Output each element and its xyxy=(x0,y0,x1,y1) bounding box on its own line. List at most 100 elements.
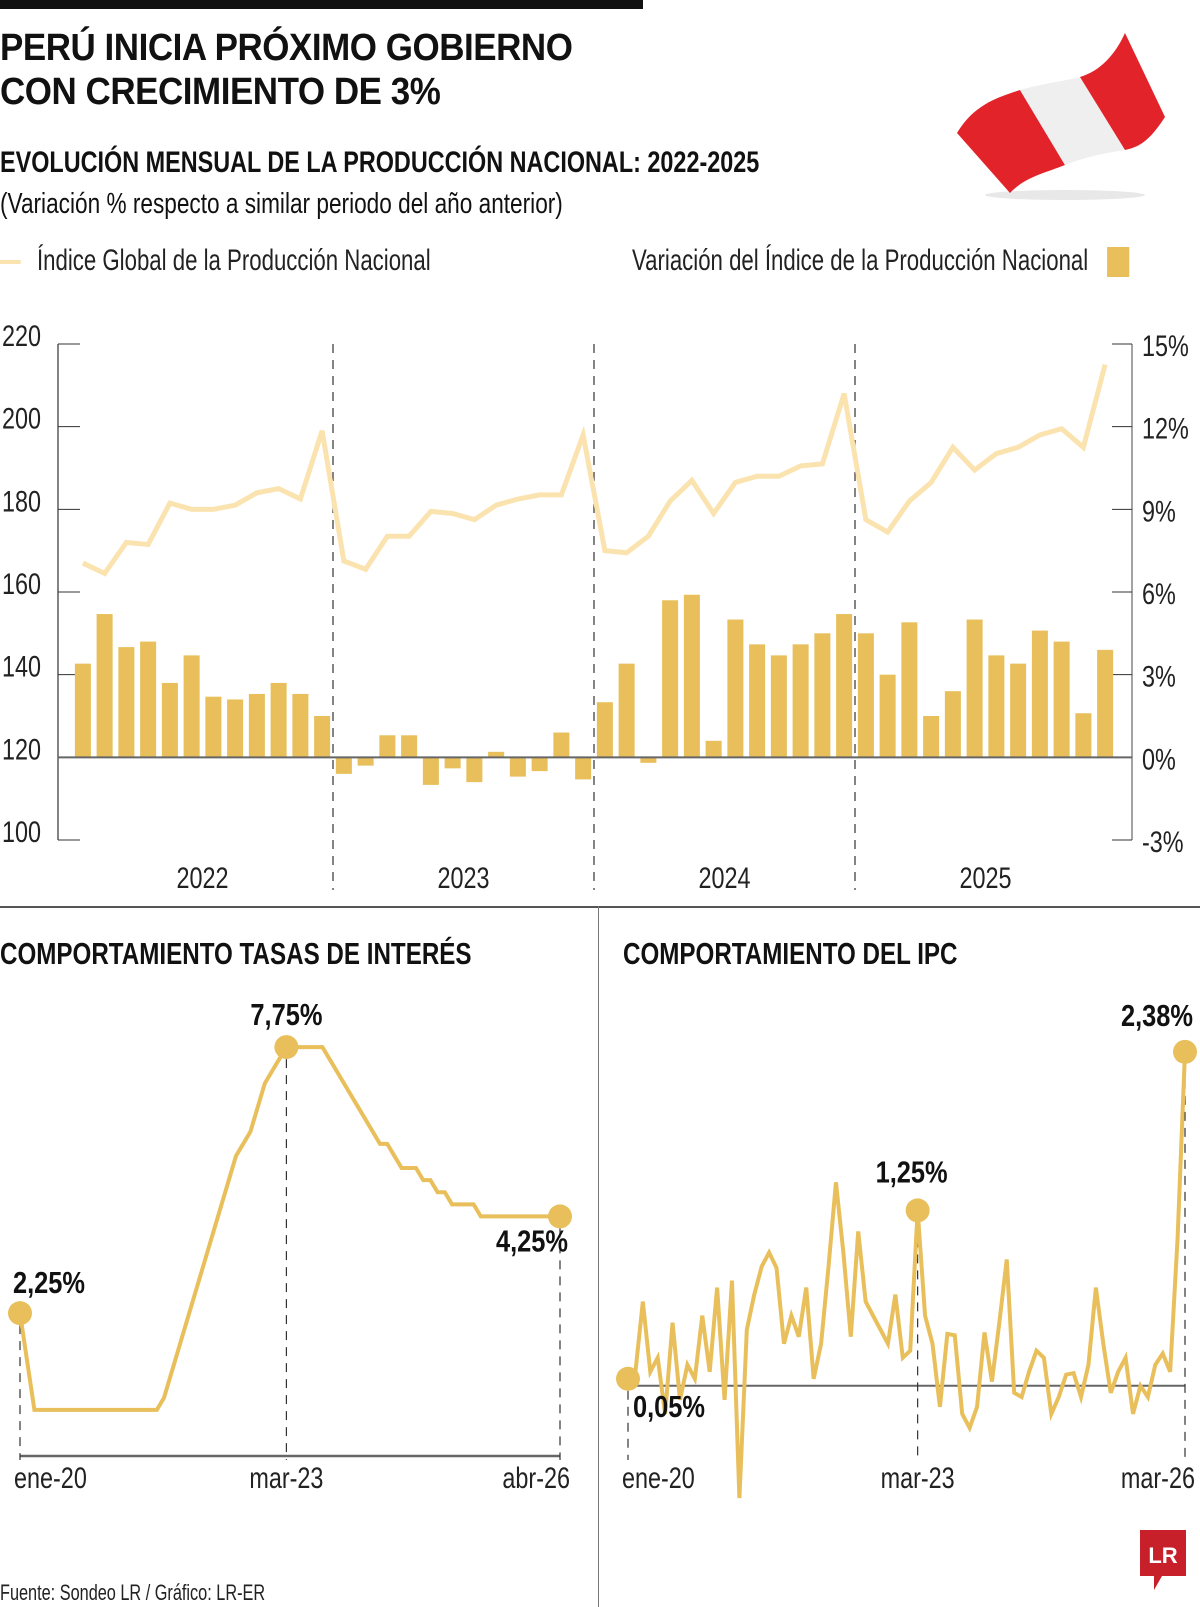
x-tick-label: mar-23 xyxy=(881,1461,955,1494)
legend-line-label: Índice Global de la Producción Nacional xyxy=(37,244,431,277)
bar-variacion xyxy=(1097,649,1114,758)
bar-variacion xyxy=(509,757,526,777)
x-tick-label: abr-26 xyxy=(502,1461,570,1494)
annotation-dot xyxy=(616,1366,640,1391)
page-title: PERÚ INICIA PRÓXIMO GOBIERNO CON CRECIMI… xyxy=(0,26,573,114)
annotation-label: 1,25% xyxy=(876,1155,948,1190)
bar-variacion xyxy=(857,633,874,758)
bar-variacion xyxy=(183,655,200,758)
right-axis-tick-label: 6% xyxy=(1142,577,1176,610)
bar-variacion xyxy=(727,619,744,758)
bar-variacion xyxy=(944,691,961,758)
bar-variacion xyxy=(140,641,157,758)
rates-chart: ene-20 mar-23 abr-26 2,25% 7,75% 4,25% xyxy=(8,998,572,1495)
left-axis-tick-label: 120 xyxy=(2,733,41,766)
ipc-title: COMPORTAMIENTO DEL IPC xyxy=(623,936,958,971)
chart-subtitle: (Variación % respecto a similar periodo … xyxy=(0,188,563,220)
year-label: 2024 xyxy=(698,861,750,890)
bar-variacion xyxy=(901,622,918,758)
right-axis-tick-label: -3% xyxy=(1142,825,1184,858)
bar-variacion xyxy=(161,682,178,758)
right-axis-tick-label: 15% xyxy=(1142,329,1189,362)
legend-bar: Variación del Índice de la Producción Na… xyxy=(632,244,1130,278)
bar-variacion xyxy=(96,614,113,758)
bar-variacion xyxy=(618,663,635,758)
bar-variacion xyxy=(966,619,983,758)
flag-stripe-left xyxy=(957,90,1065,193)
bar-variacion xyxy=(248,693,265,758)
bar-variacion xyxy=(792,644,809,758)
flag-shadow xyxy=(985,190,1145,200)
bar-variacion xyxy=(270,682,287,758)
logo-text: LR xyxy=(1148,1543,1177,1568)
bar-variacion xyxy=(553,732,570,758)
bar-variacion xyxy=(227,699,244,758)
bar-variacion xyxy=(1010,663,1027,758)
annotation-label: 7,75% xyxy=(250,998,322,1033)
year-label: 2023 xyxy=(437,861,489,890)
bar-variacion xyxy=(488,751,505,758)
bar-variacion xyxy=(749,644,766,758)
left-axis-tick-label: 100 xyxy=(2,815,41,848)
bar-variacion xyxy=(770,655,787,758)
annotation-dot xyxy=(274,1035,299,1060)
bar-variacion xyxy=(531,757,548,772)
bar-variacion xyxy=(466,757,483,783)
flag-stripe-right xyxy=(1080,33,1165,150)
bar-variacion xyxy=(118,647,135,758)
bar-variacion xyxy=(335,757,352,774)
column-divider xyxy=(598,906,599,1607)
bar-variacion xyxy=(923,716,940,758)
annotation-dot xyxy=(548,1204,572,1229)
bar-variacion xyxy=(357,757,374,766)
annotation-dot xyxy=(1173,1039,1197,1064)
bar-variacion xyxy=(814,633,831,758)
flag-stripe-middle xyxy=(1020,77,1125,165)
year-label: 2025 xyxy=(959,861,1011,890)
right-axis-tick-label: 12% xyxy=(1142,412,1189,445)
title-line-1: PERÚ INICIA PRÓXIMO GOBIERNO xyxy=(0,27,573,69)
left-axis-tick-label: 200 xyxy=(2,402,41,435)
annotation-label: 2,25% xyxy=(13,1266,85,1301)
left-axis-tick-label: 220 xyxy=(2,319,41,352)
bar-variacion xyxy=(1075,713,1092,758)
legend-bar-swatch xyxy=(1107,247,1130,278)
bar-variacion xyxy=(444,757,461,769)
right-axis-tick-label: 9% xyxy=(1142,495,1176,528)
bar-variacion xyxy=(74,663,91,758)
section-divider xyxy=(0,906,1200,908)
bar-variacion xyxy=(314,716,331,758)
bar-variacion xyxy=(205,696,222,758)
right-axis-tick-label: 3% xyxy=(1142,660,1176,693)
logo-shape xyxy=(1140,1530,1186,1590)
rates-title: COMPORTAMIENTO TASAS DE INTERÉS xyxy=(0,936,472,971)
annotation-label: 2,38% xyxy=(1121,998,1193,1033)
bar-variacion xyxy=(1031,630,1048,758)
index-line xyxy=(81,364,1108,577)
annotation-label: 0,05% xyxy=(633,1389,705,1424)
top-rule xyxy=(0,0,643,9)
production-chart: 100 120 140 160 180 200 220 -3% 0% 3% 6% 9% 12% 15% 20… xyxy=(2,319,1189,890)
series-line xyxy=(18,1045,560,1412)
bar-variacion xyxy=(683,594,700,758)
annotation-dot xyxy=(8,1301,32,1326)
bar-variacion xyxy=(640,757,657,763)
x-tick-label: ene-20 xyxy=(622,1461,695,1494)
bar-variacion xyxy=(401,735,418,758)
ipc-chart: ene-20 mar-23 mar-26 0,05% 1,25% 2,38% xyxy=(616,998,1197,1499)
bar-variacion xyxy=(422,757,439,785)
annotation-dot xyxy=(905,1198,930,1223)
bar-variacion xyxy=(379,735,396,758)
bar-variacion xyxy=(596,702,613,758)
legend-bar-label: Variación del Índice de la Producción Na… xyxy=(632,244,1089,277)
x-tick-label: mar-26 xyxy=(1121,1461,1195,1494)
legend-line: Índice Global de la Producción Nacional xyxy=(0,244,431,278)
x-tick-label: mar-23 xyxy=(249,1461,323,1494)
series-line xyxy=(626,1051,1187,1499)
title-line-2: CON CRECIMIENTO DE 3% xyxy=(0,71,441,113)
bar-variacion xyxy=(836,614,853,758)
bar-variacion xyxy=(575,757,592,780)
bar-variacion xyxy=(879,674,896,758)
source-note: Fuente: Sondeo LR / Gráfico: LR-ER xyxy=(0,1580,266,1605)
x-tick-label: ene-20 xyxy=(14,1461,87,1494)
